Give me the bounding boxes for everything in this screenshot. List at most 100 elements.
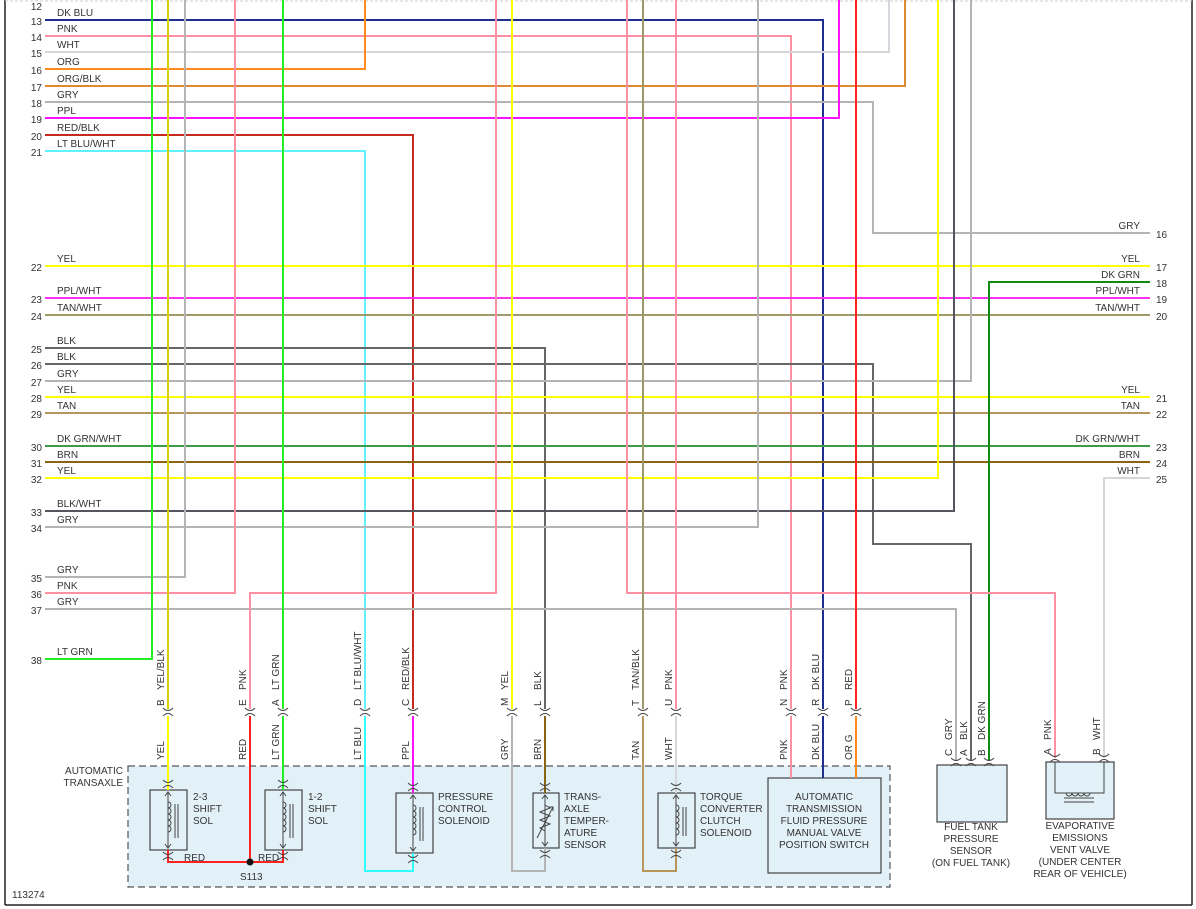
left-pin-wire-label: DK BLU (57, 8, 93, 19)
left-pin-number: 23 (31, 295, 43, 306)
connector-pin-letter: M (500, 698, 511, 706)
evap-vent-valve-label: EMISSIONS (1052, 833, 1108, 844)
left-pin-wire-label: BLK (57, 336, 76, 347)
core-icon (682, 807, 687, 836)
connector-terminal-icon (817, 707, 829, 717)
connector-pin-letter: T (631, 700, 642, 706)
left-pin-wire-label: TAN (57, 401, 76, 412)
terminal-icon (539, 782, 551, 792)
wire-gry (45, 0, 972, 382)
tcc-solenoid-label: TORQUE (700, 792, 743, 803)
shift-23-label: 2-3 (193, 792, 208, 803)
terminal-icon (670, 782, 682, 792)
temp-sensor-label: TRANS- (564, 792, 601, 803)
coil-icon (412, 804, 417, 836)
connector-terminal-icon (965, 757, 977, 767)
fuel-tank-sensor-label: FUEL TANK (944, 822, 998, 833)
connector-terminal-icon (359, 707, 371, 717)
right-pin-number: 16 (1156, 230, 1168, 241)
connector-terminal-icon (785, 707, 797, 717)
left-pin-wire-label: GRY (57, 369, 79, 380)
wire-red (167, 850, 284, 863)
right-pin-number: 24 (1156, 459, 1168, 470)
evap-connector-pin-letter: A (1043, 748, 1054, 755)
component-boxes (127, 761, 1115, 888)
wire-pnk (45, 0, 236, 594)
left-pin-wire-label: RED/BLK (57, 123, 100, 134)
pressure-switch-box (767, 777, 882, 874)
tcc-solenoid-label: CLUTCH (700, 816, 741, 827)
terminal-icon (539, 849, 551, 859)
wire-ppl (45, 0, 840, 119)
wire-lt-blu (364, 716, 414, 872)
evap-vent-valve-box (1045, 761, 1115, 820)
wire-dk-grn (988, 281, 1150, 760)
labels: 12 13 DK BLU 14 PNK 15 WHT 16 ORG 17 ORG/BLK 18 GRY 1… (12, 2, 1168, 901)
left-pin-number: 35 (31, 574, 43, 585)
evap-connector-pin-letter: B (1092, 748, 1103, 755)
connector-wire-color-lower: OR G (844, 734, 855, 760)
connector-wire-color-upper: BLK (533, 671, 544, 690)
left-pin-wire-label: GRY (57, 597, 79, 608)
fuel-tank-connector-pin-letter: A (959, 749, 970, 756)
arrow-icon (541, 794, 549, 847)
right-pin-wire-label: DK GRN (1101, 270, 1140, 281)
wire-wht (1103, 477, 1150, 758)
left-pin-wire-label: BRN (57, 450, 78, 461)
terminal-icon (162, 851, 174, 861)
automatic-transaxle-box (127, 765, 891, 888)
right-pin-number: 19 (1156, 295, 1168, 306)
left-pin-wire-label: PPL (57, 106, 76, 117)
left-pin-number: 30 (31, 443, 43, 454)
left-pin-number: 16 (31, 66, 43, 77)
wire-wht (45, 0, 890, 53)
connector-terminal-icon (277, 707, 289, 717)
connector-pin-letter: C (401, 699, 412, 706)
symbols (162, 707, 1110, 866)
right-pin-number: 18 (1156, 279, 1168, 290)
wire-lt-blu-wht (45, 150, 366, 709)
evap-vent-valve-label: EVAPORATIVE (1045, 821, 1114, 832)
left-pin-wire-label: DK GRN/WHT (57, 434, 121, 445)
automatic-transaxle-label: TRANSAXLE (64, 778, 124, 789)
left-pin-wire-label: ORG (57, 57, 80, 68)
left-pin-number: 38 (31, 656, 43, 667)
diagram-id: 113274 (12, 890, 45, 901)
temp-sensor-label: SENSOR (564, 840, 606, 851)
evap-connector-wire-color: WHT (1092, 717, 1103, 740)
left-pin-wire-label: PNK (57, 581, 78, 592)
automatic-transaxle-label: AUTOMATIC (65, 766, 123, 777)
connector-terminal-icon (850, 707, 862, 717)
right-pin-number: 21 (1156, 394, 1168, 405)
tcc-solenoid-label: CONVERTER (700, 804, 763, 815)
terminal-icon (277, 851, 289, 861)
terminal-icon (162, 779, 174, 789)
connector-wire-color-upper: YEL/BLK (156, 649, 167, 690)
pressure-switch-label: TRANSMISSION (786, 804, 862, 815)
connector-wire-color-upper: DK BLU (811, 654, 822, 690)
right-pin-wire-label: DK GRN/WHT (1076, 434, 1140, 445)
left-pin-wire-label: BLK/WHT (57, 499, 101, 510)
left-pin-number: 25 (31, 345, 43, 356)
left-pin-wire-label: GRY (57, 90, 79, 101)
right-pin-wire-label: WHT (1117, 466, 1140, 477)
thermistor-icon (536, 804, 554, 839)
left-pin-number: 12 (31, 2, 43, 13)
connector-wire-color-lower: PNK (779, 739, 790, 760)
left-pin-number: 14 (31, 33, 43, 44)
tcc-solenoid-label: SOLENOID (700, 828, 752, 839)
right-pin-wire-label: GRY (1119, 221, 1141, 232)
connector-terminal-icon (670, 707, 682, 717)
terminal-icon (407, 782, 419, 792)
temp-sensor-label: TEMPER- (564, 816, 609, 827)
connector-pin-letter: U (664, 699, 675, 706)
fuel-tank-connector-wire-color: GRY (944, 718, 955, 740)
pressure-control-label: CONTROL (438, 804, 487, 815)
left-pin-wire-label: BLK (57, 352, 76, 363)
left-pin-number: 29 (31, 410, 43, 421)
fuel-tank-sensor-label: PRESSURE (943, 834, 998, 845)
evap-vent-valve-label: REAR OF VEHICLE) (1033, 869, 1126, 880)
pressure-switch-label: AUTOMATIC (795, 792, 853, 803)
connector-wire-color-upper: PNK (779, 669, 790, 690)
connector-wire-color-lower: LT GRN (271, 724, 282, 760)
